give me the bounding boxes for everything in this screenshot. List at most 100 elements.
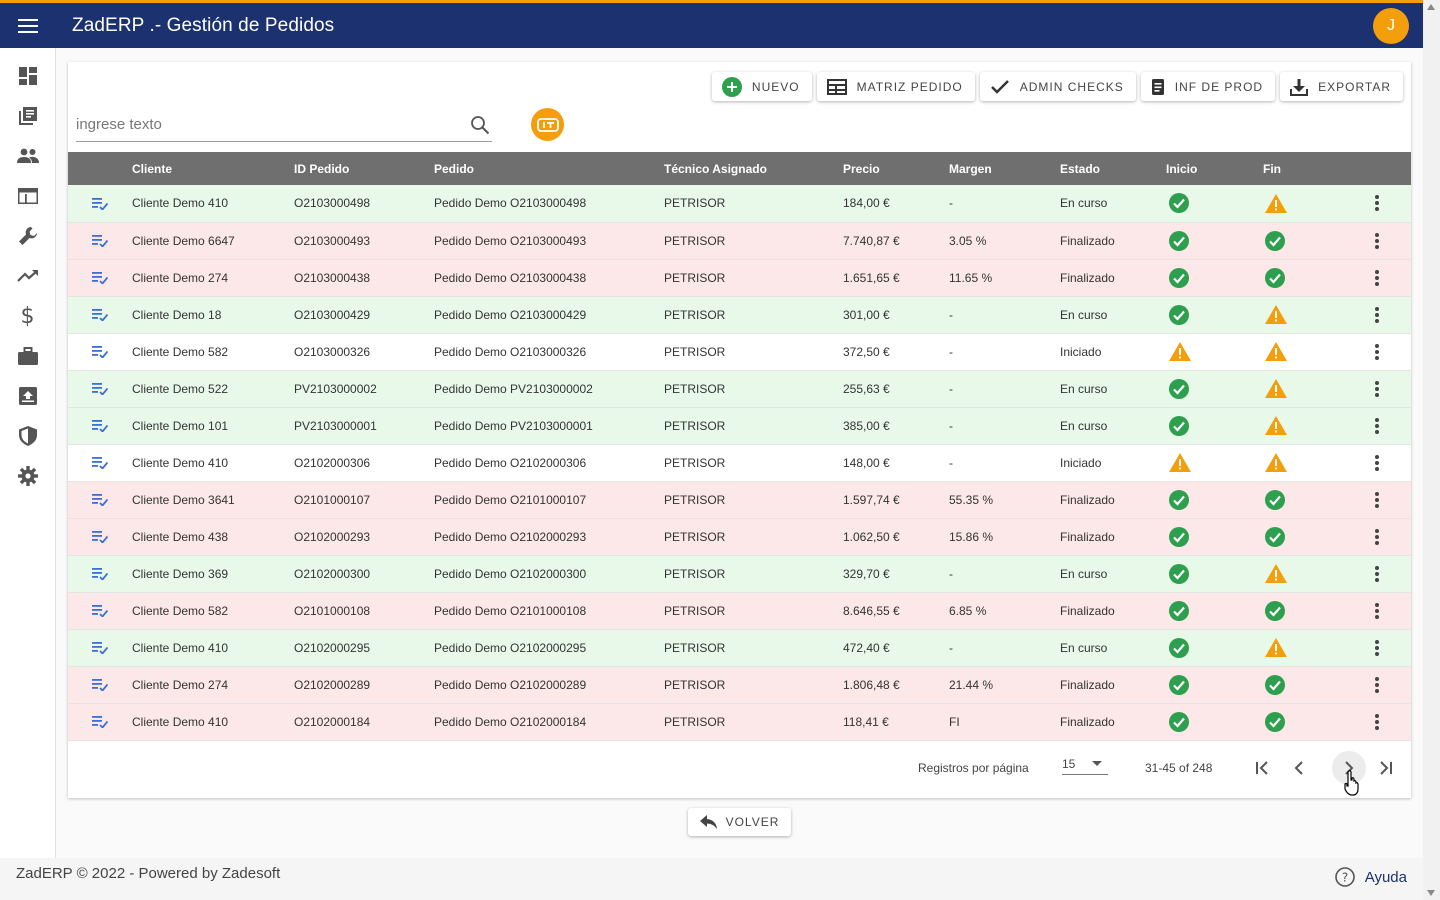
rows-per-page-select[interactable]: 15 [1062, 753, 1108, 775]
exportar-button[interactable]: EXPORTAR [1280, 72, 1403, 101]
cell-tecnico: PETRISOR [664, 455, 726, 470]
table-row[interactable]: Cliente Demo 410 O2103000498 Pedido Demo O… [68, 185, 1411, 222]
sidebar-item-tools[interactable] [0, 216, 55, 256]
order-details-icon[interactable] [92, 605, 108, 618]
sidebar-item-work[interactable] [0, 336, 55, 376]
menu-icon[interactable] [0, 3, 56, 48]
user-avatar[interactable]: J [1373, 8, 1409, 44]
cell-pedido: Pedido Demo O2102000300 [434, 566, 587, 581]
more-vert-icon[interactable] [1375, 417, 1379, 434]
header-inicio[interactable]: Inicio [1166, 161, 1198, 176]
cell-precio: 385,00 € [843, 418, 890, 433]
table-row[interactable]: Cliente Demo 410 O2102000295 Pedido Demo O… [68, 629, 1411, 666]
help-label: Ayuda [1364, 868, 1407, 886]
cell-estado: Finalizado [1060, 492, 1115, 507]
header-id-pedido[interactable]: ID Pedido [294, 161, 350, 176]
order-details-icon[interactable] [92, 531, 108, 544]
header-precio[interactable]: Precio [843, 161, 880, 176]
table-row[interactable]: Cliente Demo 274 O2103000438 Pedido Demo O… [68, 259, 1411, 296]
table-row[interactable]: Cliente Demo 6647 O2103000493 Pedido Demo … [68, 222, 1411, 259]
last-page-button[interactable] [1368, 751, 1402, 785]
help-link[interactable]: ? Ayuda [1334, 867, 1407, 887]
inf-de-prod-button[interactable]: INF DE PROD [1140, 72, 1276, 101]
web-window-icon [17, 188, 38, 204]
table-row[interactable]: Cliente Demo 582 O2103000326 Pedido Demo O… [68, 333, 1411, 370]
table-row[interactable]: Cliente Demo 410 O2102000184 Pedido Demo O… [68, 703, 1411, 740]
more-vert-icon[interactable] [1375, 639, 1379, 656]
it-filter-badge[interactable] [531, 108, 564, 141]
cell-precio: 184,00 € [843, 196, 890, 211]
sidebar-item-trending[interactable] [0, 256, 55, 296]
more-vert-icon[interactable] [1375, 528, 1379, 545]
cell-cliente: Cliente Demo 274 [132, 677, 229, 692]
scroll-down-arrow-icon[interactable] [1427, 890, 1435, 896]
table-row[interactable]: Cliente Demo 18 O2103000429 Pedido Demo O2… [68, 296, 1411, 333]
sidebar-item-archive[interactable] [0, 376, 55, 416]
sidebar-item-settings[interactable] [0, 456, 55, 496]
more-vert-icon[interactable] [1375, 380, 1379, 397]
table-row[interactable]: Cliente Demo 582 O2101000108 Pedido Demo O… [68, 592, 1411, 629]
order-details-icon[interactable] [92, 679, 108, 692]
order-details-icon[interactable] [92, 272, 108, 285]
more-vert-icon[interactable] [1375, 491, 1379, 508]
header-tecnico[interactable]: Técnico Asignado [664, 161, 767, 176]
table-row[interactable]: Cliente Demo 3641 O2101000107 Pedido Demo … [68, 481, 1411, 518]
order-details-icon[interactable] [92, 309, 108, 322]
header-margen[interactable]: Margen [949, 161, 992, 176]
header-cliente[interactable]: Cliente [132, 161, 173, 176]
order-details-icon[interactable] [92, 346, 108, 359]
more-vert-icon[interactable] [1375, 343, 1379, 360]
previous-page-button[interactable] [1282, 751, 1316, 785]
scroll-up-arrow-icon[interactable] [1427, 4, 1435, 10]
admin-checks-button[interactable]: ADMIN CHECKS [979, 72, 1136, 101]
first-page-button[interactable] [1246, 751, 1280, 785]
order-details-icon[interactable] [92, 235, 108, 248]
volver-button[interactable]: VOLVER [688, 808, 791, 836]
order-details-icon[interactable] [92, 198, 108, 211]
more-vert-icon[interactable] [1375, 232, 1379, 249]
table-row[interactable]: Cliente Demo 522 PV2103000002 Pedido Demo … [68, 370, 1411, 407]
cell-id-pedido: O2103000326 [294, 344, 371, 359]
order-details-icon[interactable] [92, 383, 108, 396]
more-vert-icon[interactable] [1375, 269, 1379, 286]
header-estado[interactable]: Estado [1060, 161, 1101, 176]
page-scrollbar[interactable] [1423, 0, 1440, 900]
order-details-icon[interactable] [92, 494, 108, 507]
nuevo-button[interactable]: NUEVO [711, 72, 812, 101]
cell-margen: FI [949, 714, 960, 729]
sidebar-item-finance[interactable]: $ [0, 296, 55, 336]
sidebar-item-library[interactable] [0, 96, 55, 136]
table-row[interactable]: Cliente Demo 369 O2102000300 Pedido Demo O… [68, 555, 1411, 592]
more-vert-icon[interactable] [1375, 195, 1379, 212]
cell-cliente: Cliente Demo 438 [132, 529, 229, 544]
more-vert-icon[interactable] [1375, 454, 1379, 471]
cell-id-pedido: O2102000295 [294, 640, 371, 655]
matriz-pedido-button[interactable]: MATRIZ PEDIDO [816, 72, 975, 101]
more-vert-icon[interactable] [1375, 306, 1379, 323]
order-details-icon[interactable] [92, 716, 108, 729]
search-input[interactable] [76, 116, 492, 133]
more-vert-icon[interactable] [1375, 713, 1379, 730]
header-pedido[interactable]: Pedido [434, 161, 475, 176]
table-row[interactable]: Cliente Demo 438 O2102000293 Pedido Demo O… [68, 518, 1411, 555]
cell-pedido: Pedido Demo O2103000498 [434, 196, 587, 211]
more-vert-icon[interactable] [1375, 565, 1379, 582]
sidebar-item-web[interactable] [0, 176, 55, 216]
sidebar-item-security[interactable] [0, 416, 55, 456]
sidebar-item-dashboard[interactable] [0, 56, 55, 96]
search-field [76, 108, 492, 142]
more-vert-icon[interactable] [1375, 602, 1379, 619]
header-fin[interactable]: Fin [1263, 161, 1281, 176]
sidebar-item-people[interactable] [0, 136, 55, 176]
order-details-icon[interactable] [92, 420, 108, 433]
table-row[interactable]: Cliente Demo 101 PV2103000001 Pedido Demo … [68, 407, 1411, 444]
more-vert-icon[interactable] [1375, 676, 1379, 693]
order-details-icon[interactable] [92, 642, 108, 655]
briefcase-icon [17, 347, 38, 365]
order-details-icon[interactable] [92, 457, 108, 470]
table-row[interactable]: Cliente Demo 410 O2102000306 Pedido Demo O… [68, 444, 1411, 481]
search-icon[interactable] [470, 115, 490, 135]
order-details-icon[interactable] [92, 568, 108, 581]
table-row[interactable]: Cliente Demo 274 O2102000289 Pedido Demo O… [68, 666, 1411, 703]
cell-id-pedido: O2101000108 [294, 603, 371, 618]
